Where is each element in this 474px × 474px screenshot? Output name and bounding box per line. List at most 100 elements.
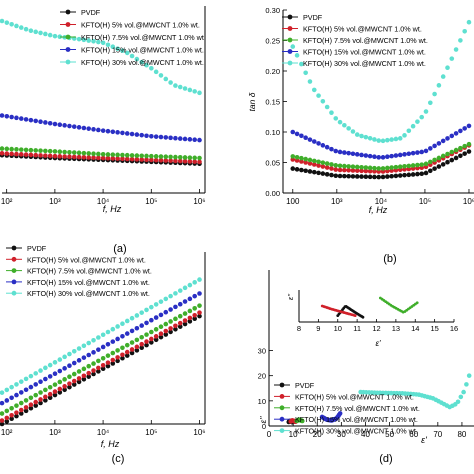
data-point [423,148,429,154]
data-point [4,20,10,25]
data-point [57,379,63,385]
data-point [187,308,193,314]
data-point [38,148,43,153]
data-point [9,384,14,390]
data-point [299,133,304,139]
data-point [76,379,82,385]
data-point [100,151,106,157]
data-point [57,386,63,392]
data-point [9,405,14,411]
data-point [81,150,87,156]
data-point [62,384,67,389]
data-point [91,39,96,44]
data-point [158,134,164,140]
data-point [372,165,377,171]
data-point [153,157,159,163]
x-tick-label: 30 [337,430,346,439]
data-point [110,339,116,344]
x-tick-label: 10⁶ [463,197,474,206]
data-point [149,336,154,342]
legend-marker [287,26,293,31]
data-point [168,293,173,299]
data-point [158,158,164,163]
data-point [129,315,135,321]
data-point [110,350,116,356]
data-point [329,166,334,171]
data-point [415,119,420,124]
data-point [342,173,347,179]
inset-x-axis-title: ε' [375,339,381,348]
data-point [299,155,304,161]
x-tick-label: 10⁵ [145,428,157,437]
data-point [105,341,111,347]
data-point [62,123,67,128]
data-point [67,149,72,155]
inset-x-tick-label: 10 [334,324,342,333]
data-point [299,159,304,164]
data-point [23,147,29,153]
inset-data-point [361,315,365,319]
data-point [96,365,101,371]
data-point [124,349,130,355]
data-point [0,113,5,118]
data-point [168,326,173,331]
data-point [0,421,5,427]
data-point [76,154,82,160]
data-point [372,154,377,160]
data-point [43,394,48,400]
data-point [47,395,53,400]
data-point [100,362,106,368]
series-3 [294,417,305,424]
inset-x-tick-label: 9 [316,324,320,333]
data-point [120,48,125,53]
data-point [436,141,442,146]
legend-label: KFTO(H) 30% vol.@MWCNT 1.0% wt. [295,427,418,436]
data-point [153,334,159,339]
data-point [124,50,130,56]
data-point [129,328,135,334]
data-point [4,151,10,156]
data-point [139,310,145,315]
data-point [153,327,159,332]
data-point [316,159,321,165]
data-point [120,152,125,158]
data-point [134,337,140,343]
data-point [81,366,87,372]
legend-marker [65,59,71,65]
y-tick-label: 10 [258,397,266,406]
data-point [76,150,82,156]
data-point [129,131,135,137]
data-point [33,29,39,35]
legend-label: KFTO(H) 5% vol.@MWCNT 1.0% wt. [295,392,414,401]
y-tick-label: 0 [262,422,266,431]
data-point [86,374,92,379]
inset-y-axis-title: ε'' [286,293,295,300]
data-point [52,149,58,154]
data-point [307,137,313,142]
data-point [115,358,120,364]
data-point [91,151,96,156]
data-point [4,419,10,424]
data-point [419,149,425,155]
series-3 [0,146,202,161]
data-point [120,352,125,358]
data-point [376,166,382,171]
data-point [18,400,24,406]
legend-label: KFTO(H) 15% vol.@MWCNT 1.0% wt. [295,415,418,424]
data-point [129,347,135,352]
data-point [129,350,135,356]
x-tick-label: 10⁵ [145,197,157,206]
legend-label: KFTO(H) 15% vol.@MWCNT 1.0% wt. [81,46,204,55]
data-point [81,373,87,379]
data-point [144,153,149,159]
data-point [311,162,317,167]
data-point [14,382,19,387]
data-point [316,170,321,176]
data-point [182,155,188,160]
data-point [462,143,467,149]
data-point [453,147,459,153]
data-point [134,325,140,331]
data-point [182,285,188,291]
data-point [38,400,43,406]
data-point [449,56,455,61]
